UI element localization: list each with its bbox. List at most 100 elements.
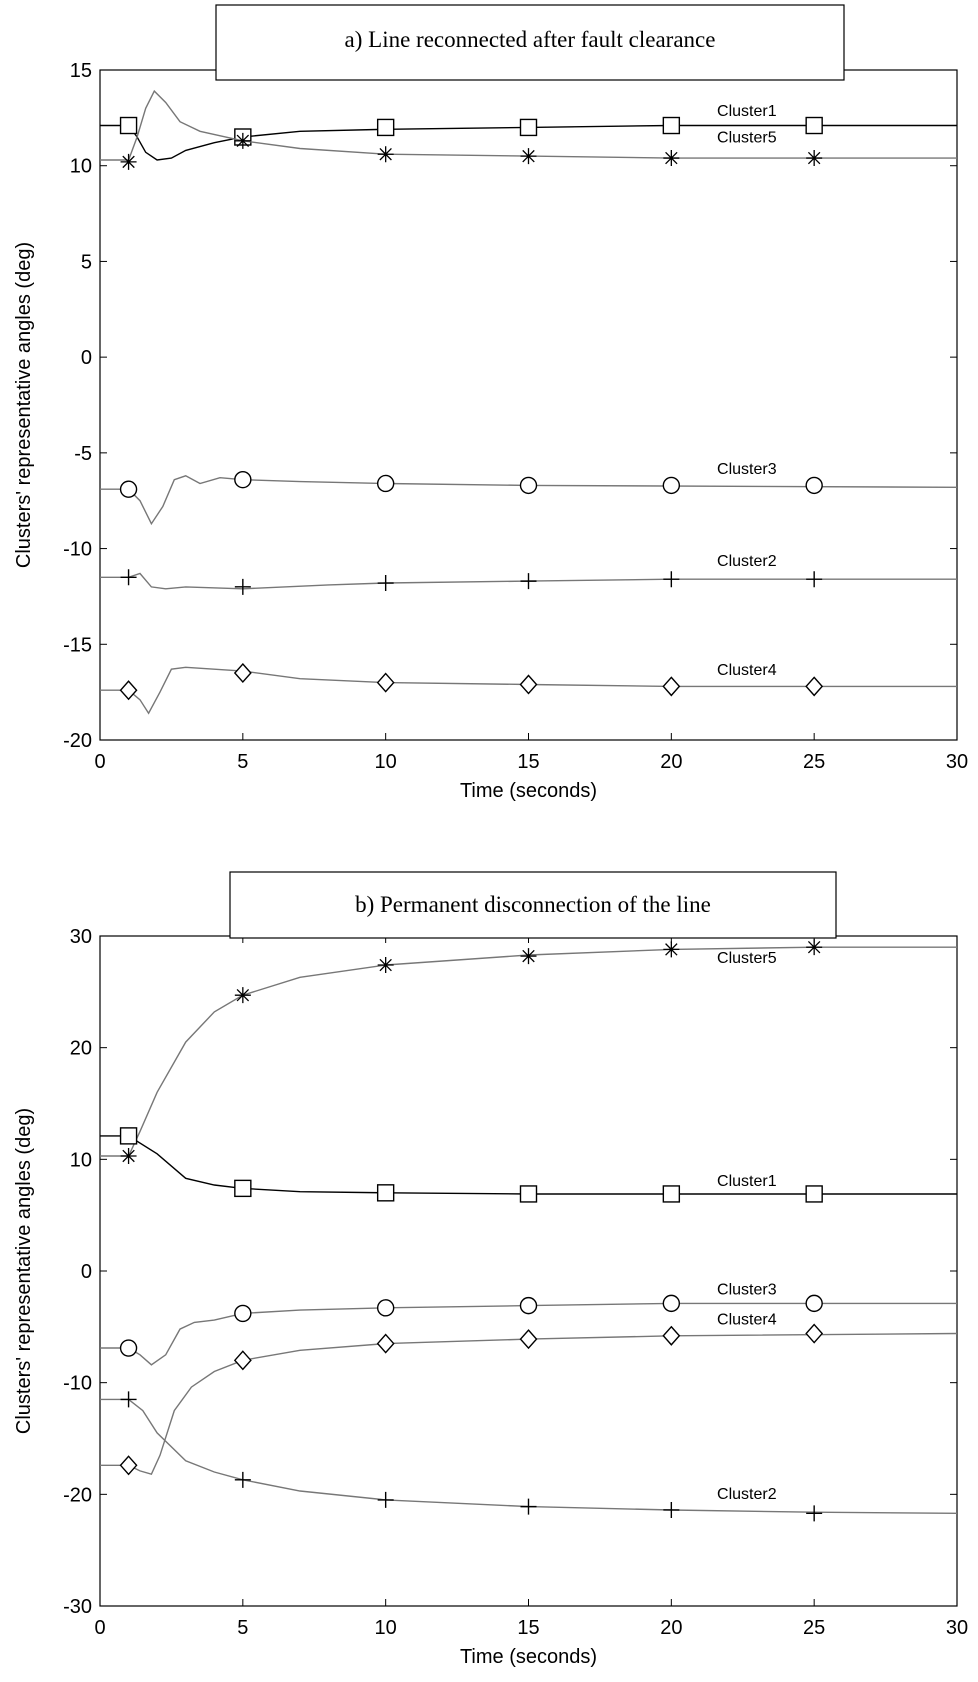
data-marker-star bbox=[120, 153, 137, 170]
data-marker-plus bbox=[520, 573, 537, 590]
y-tick-label: -20 bbox=[63, 1484, 92, 1506]
data-marker-plus bbox=[520, 1498, 537, 1515]
y-tick-label: 20 bbox=[70, 1038, 92, 1060]
data-marker-circle bbox=[805, 1294, 823, 1313]
series-cluster3: Cluster3 bbox=[100, 1281, 957, 1366]
x-tick-label: 25 bbox=[803, 751, 825, 773]
x-tick-label: 15 bbox=[517, 751, 539, 773]
data-marker-star bbox=[234, 132, 251, 149]
data-marker-star bbox=[663, 150, 680, 167]
data-marker-square bbox=[805, 116, 823, 135]
data-marker-star bbox=[120, 1147, 137, 1164]
series-cluster3: Cluster3 bbox=[100, 461, 958, 526]
data-marker-circle bbox=[119, 1339, 138, 1357]
data-marker-diamond bbox=[119, 680, 138, 701]
series-cluster2: Cluster2 bbox=[100, 553, 957, 595]
series-line bbox=[100, 475, 958, 526]
data-marker-plus bbox=[120, 1391, 137, 1408]
data-marker-diamond bbox=[376, 672, 395, 693]
data-marker-square bbox=[662, 116, 681, 135]
series-label: Cluster2 bbox=[717, 1486, 777, 1503]
data-marker-square bbox=[119, 1127, 138, 1145]
series-line bbox=[100, 1302, 957, 1366]
series-label: Cluster5 bbox=[717, 950, 777, 967]
series-label: Cluster5 bbox=[717, 130, 777, 147]
data-marker-square bbox=[519, 1185, 538, 1203]
data-marker-circle bbox=[519, 1296, 538, 1315]
data-marker-star bbox=[234, 987, 251, 1004]
x-tick-label: 5 bbox=[237, 751, 248, 773]
data-marker-diamond bbox=[233, 1350, 252, 1371]
data-marker-diamond bbox=[519, 674, 538, 695]
series-cluster5: Cluster5 bbox=[100, 939, 957, 1164]
series-cluster4: Cluster4 bbox=[100, 662, 957, 715]
series-cluster1: Cluster1 bbox=[100, 103, 957, 161]
data-marker-diamond bbox=[662, 1325, 681, 1346]
data-marker-diamond bbox=[233, 662, 252, 684]
x-tick-label: 15 bbox=[517, 1617, 539, 1639]
y-tick-label: 5 bbox=[81, 251, 92, 273]
y-tick-label: 30 bbox=[70, 926, 92, 948]
y-tick-label: 10 bbox=[70, 156, 92, 178]
data-marker-star bbox=[520, 148, 537, 165]
series-label: Cluster4 bbox=[717, 662, 777, 679]
series-cluster1: Cluster1 bbox=[100, 1127, 957, 1203]
data-marker-star bbox=[377, 957, 394, 974]
data-marker-diamond bbox=[119, 1455, 138, 1476]
data-marker-star bbox=[806, 939, 823, 956]
y-tick-label: -10 bbox=[63, 1373, 92, 1395]
data-marker-circle bbox=[234, 1304, 252, 1323]
series-line bbox=[100, 1332, 958, 1476]
series-line bbox=[100, 124, 957, 161]
y-axis-label: Clusters' representative angles (deg) bbox=[13, 1108, 35, 1434]
data-marker-circle bbox=[519, 476, 538, 495]
x-tick-label: 10 bbox=[375, 1617, 397, 1639]
series-line bbox=[100, 89, 957, 161]
chart-b: 0 5 10 15 20 25 30 -30 -20 -10 0 10 20 30 Time (second… bbox=[13, 871, 968, 1668]
data-marker-plus bbox=[234, 1471, 251, 1488]
data-marker-square bbox=[376, 1184, 395, 1202]
x-tick-label: 30 bbox=[946, 1617, 968, 1639]
data-marker-square bbox=[805, 1185, 823, 1203]
data-marker-diamond bbox=[662, 676, 681, 697]
y-tick-label: -10 bbox=[63, 539, 92, 561]
x-tick-label: 20 bbox=[660, 1617, 682, 1639]
data-marker-circle bbox=[119, 480, 138, 498]
data-marker-circle bbox=[662, 1294, 681, 1313]
data-marker-plus bbox=[806, 1505, 823, 1522]
y-tick-label: 0 bbox=[81, 347, 92, 369]
data-marker-plus bbox=[234, 578, 251, 595]
series-cluster4: Cluster4 bbox=[100, 1312, 958, 1476]
data-marker-circle bbox=[805, 476, 823, 495]
data-marker-square bbox=[119, 116, 138, 135]
series-label: Cluster2 bbox=[717, 553, 777, 570]
series-cluster2: Cluster2 bbox=[100, 1391, 958, 1522]
y-tick-label: -30 bbox=[63, 1596, 92, 1618]
series-label: Cluster1 bbox=[717, 103, 777, 120]
data-marker-circle bbox=[234, 470, 252, 489]
data-marker-plus bbox=[120, 569, 137, 586]
y-tick-label: -20 bbox=[63, 730, 92, 752]
series-label: Cluster1 bbox=[717, 1173, 777, 1190]
y-tick-label: 10 bbox=[70, 1149, 92, 1171]
data-marker-diamond bbox=[805, 1323, 824, 1344]
x-axis-label: Time (seconds) bbox=[460, 1646, 597, 1668]
x-axis-label: Time (seconds) bbox=[460, 780, 597, 802]
data-marker-circle bbox=[376, 474, 395, 493]
x-tick-label: 5 bbox=[237, 1617, 248, 1639]
series-line bbox=[100, 572, 957, 590]
data-marker-plus bbox=[663, 571, 680, 588]
y-tick-label: -5 bbox=[74, 443, 92, 465]
data-marker-plus bbox=[663, 1501, 680, 1518]
title-box bbox=[215, 4, 845, 81]
y-axis-label: Clusters' representative angles (deg) bbox=[13, 242, 35, 568]
title-box bbox=[229, 871, 837, 939]
y-tick-label: 0 bbox=[81, 1261, 92, 1283]
data-marker-diamond bbox=[519, 1329, 538, 1350]
y-tick-label: -15 bbox=[63, 634, 92, 656]
data-marker-square bbox=[519, 118, 538, 137]
chart-title: b) Permanent disconnection of the line bbox=[355, 892, 711, 917]
data-marker-star bbox=[520, 948, 537, 965]
data-marker-circle bbox=[662, 476, 681, 495]
